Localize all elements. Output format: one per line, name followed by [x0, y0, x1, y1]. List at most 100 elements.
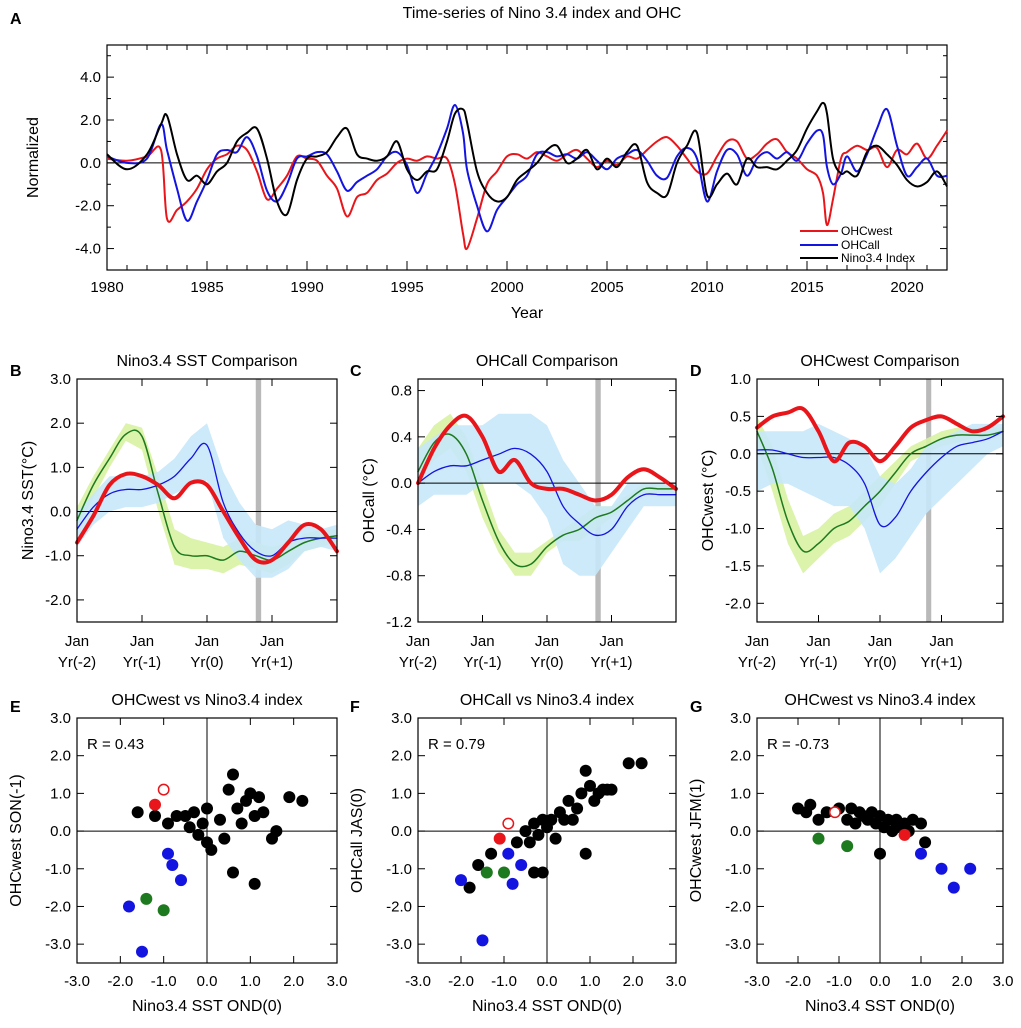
correlation-annotation: R = 0.43	[87, 736, 144, 753]
y-axis-label-a: Normalized	[25, 117, 42, 198]
y-axis-label-d: OHCwest (°C)	[700, 450, 717, 552]
y-axis-label-b: Nino3.4 SST(°C)	[20, 441, 37, 560]
x-tick-sublabel-c: Yr(+1)	[590, 654, 632, 671]
y-axis-label-f: OHCall JAS(0)	[349, 788, 366, 893]
y-tick-label-b: 3.0	[50, 371, 71, 388]
scatter-point-black	[257, 806, 270, 819]
x-tick-label-a: 2010	[690, 279, 723, 296]
scatter-point-black	[188, 806, 200, 819]
x-tick-label-c: Jan	[535, 633, 559, 650]
x-tick-label-a: 1995	[390, 279, 423, 296]
panel-label-E: E	[10, 699, 21, 716]
x-tick-label-f: 0.0	[537, 973, 558, 990]
x-tick-label-e: 0.0	[197, 973, 218, 990]
x-tick-sublabel-d: Yr(0)	[863, 654, 896, 671]
x-tick-sublabel-d: Yr(-2)	[738, 654, 776, 671]
y-tick-label-d: -2.0	[725, 595, 751, 612]
panel-label-A: A	[10, 11, 22, 28]
series-line-nino3-4-index	[106, 101, 948, 217]
y-tick-label-f: -2.0	[386, 898, 412, 915]
scatter-point-black	[231, 802, 244, 815]
scatter-point-red	[149, 798, 161, 811]
scatter-point-open	[828, 806, 841, 819]
y-tick-label-a: 2.0	[80, 112, 101, 129]
y-tick-label-b: 1.0	[50, 459, 71, 476]
series-line-red	[416, 413, 678, 503]
chart-title-c: OHCall Comparison	[476, 353, 618, 370]
scatter-point-blue	[123, 900, 135, 913]
y-tick-label-d: 0.5	[730, 408, 751, 425]
y-tick-label-d: 1.0	[730, 371, 751, 388]
correlation-annotation: R = -0.73	[767, 736, 829, 753]
scatter-point-black	[579, 764, 592, 777]
scatter-point-black	[218, 832, 231, 845]
panel-c: OHCall Comparison -1.2 -0.8 -0.4 0.0 0.4 0.8 Ja…	[361, 353, 678, 671]
y-tick-label-b: 2.0	[50, 415, 71, 432]
scatter-point-blue	[506, 877, 519, 890]
panel-label-C: C	[350, 363, 362, 380]
scatter-point-blue	[136, 945, 148, 958]
scatter-point-blue	[935, 862, 948, 875]
scatter-point-black	[253, 791, 265, 804]
y-tick-label-c: -1.2	[386, 614, 412, 631]
y-tick-label-f: -1.0	[386, 861, 412, 878]
scatter-point-blue	[515, 859, 528, 871]
scatter-point-black	[472, 859, 485, 871]
y-tick-label-g: 0.0	[730, 823, 751, 840]
x-tick-label-a: 1990	[290, 279, 323, 296]
y-tick-label-c: -0.4	[386, 521, 412, 538]
scatter-point-black	[915, 817, 927, 830]
x-tick-label-g: -1.0	[826, 973, 852, 990]
x-tick-label-g: 0.0	[870, 973, 891, 990]
x-tick-label-f: 3.0	[666, 973, 687, 990]
x-tick-label-a: 2015	[790, 279, 823, 296]
y-tick-label-e: 0.0	[50, 823, 71, 840]
scatter-point-green	[812, 832, 825, 845]
series-line-blue	[756, 430, 1004, 528]
y-tick-label-b: -1.0	[45, 548, 71, 565]
x-axis-label-f: Nino3.4 SST OND(0)	[472, 998, 622, 1015]
x-tick-label-b: Jan	[65, 633, 89, 650]
scatter-point-black	[545, 813, 558, 826]
x-tick-label-f: -3.0	[405, 973, 431, 990]
y-tick-label-a: 4.0	[80, 69, 101, 86]
highlight-band	[255, 379, 262, 622]
series-line-green	[756, 430, 1004, 553]
scatter-point-black	[463, 881, 476, 894]
spread-band-blue	[77, 423, 337, 578]
x-tick-label-f: 2.0	[623, 973, 644, 990]
x-axis-label-g: Nino3.4 SST OND(0)	[805, 998, 955, 1015]
x-tick-label-e: -1.0	[151, 973, 177, 990]
panel-d: OHCwest Comparison -2.0 -1.5 -1.0 -0.5 0.0 0.5…	[700, 353, 1005, 671]
y-tick-label-g: -1.0	[725, 861, 751, 878]
x-tick-sublabel-b: Yr(0)	[190, 654, 223, 671]
chart-title-g: OHCwest vs Nino3.4 index	[784, 692, 975, 709]
x-tick-label-c: Jan	[470, 633, 494, 650]
y-tick-label-c: 0.4	[391, 429, 412, 446]
legend-label: OHCwest	[841, 224, 893, 238]
chart-title-f: OHCall vs Nino3.4 index	[460, 692, 634, 709]
scatter-point-blue	[964, 862, 977, 875]
scatter-point-green	[140, 892, 153, 905]
scatter-point-green	[498, 866, 510, 879]
correlation-annotation: R = 0.79	[428, 736, 485, 753]
x-tick-label-b: Jan	[130, 633, 154, 650]
scatter-point-black	[820, 806, 833, 819]
y-tick-label-g: 2.0	[730, 748, 751, 765]
panel-g: OHCwest vs Nino3.4 index -3.0 -2.0 -1.0 0.0 1…	[688, 692, 1013, 1015]
y-tick-label-f: -3.0	[386, 936, 412, 953]
scatter-point-blue	[476, 934, 489, 947]
scatter-point-blue	[162, 847, 174, 860]
scatter-point-black	[849, 817, 862, 830]
scatter-point-black	[919, 836, 932, 849]
y-tick-label-g: -2.0	[725, 898, 751, 915]
x-tick-label-a: 1980	[90, 279, 123, 296]
scatter-point-black	[605, 783, 618, 796]
panel-b: Nino3.4 SST Comparison -2.0 -1.0 0.0 1.0 2.0 3…	[20, 353, 339, 671]
x-tick-sublabel-b: Yr(+1)	[251, 654, 293, 671]
x-tick-sublabel-b: Yr(-2)	[58, 654, 96, 671]
scatter-point-black	[575, 787, 588, 800]
chart-title-b: Nino3.4 SST Comparison	[116, 353, 297, 370]
scatter-point-black	[162, 817, 174, 830]
panel-label-G: G	[690, 699, 702, 716]
